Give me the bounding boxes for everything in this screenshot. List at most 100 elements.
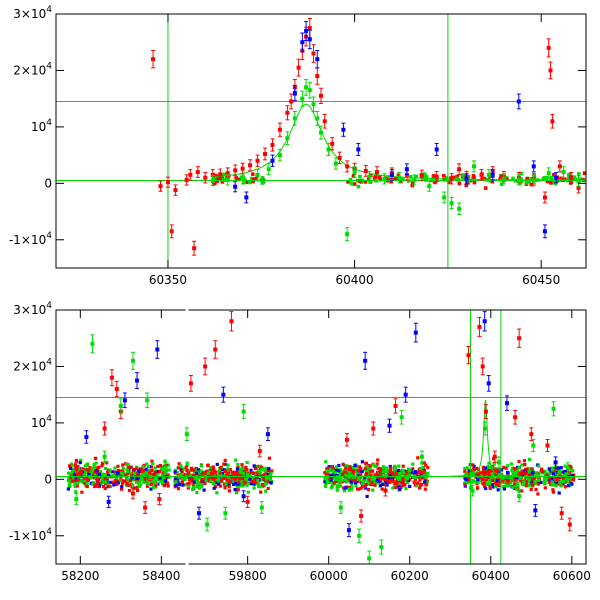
noise-point [558,469,562,473]
data-point [413,322,418,343]
noise-point [491,477,495,481]
noise-point [397,464,401,468]
noise-point [515,481,519,485]
data-point [337,151,342,165]
noise-point [187,478,192,482]
noise-point [360,460,364,464]
noise-point [107,484,111,488]
data-point [531,160,536,173]
noise-point [411,181,415,185]
noise-point [80,490,84,494]
data-point [492,450,497,463]
data-point [531,438,536,452]
noise-point [232,482,236,486]
noise-point [95,469,99,473]
data-point [434,142,439,156]
data-point [371,421,376,436]
noise-point [329,486,333,490]
noise-point [268,477,272,481]
noise-point [479,471,483,475]
noise-point [165,481,169,486]
noise-point [501,485,505,489]
noise-point [570,482,574,486]
x-tick-label: 60400 [472,569,510,583]
noise-point [389,479,393,483]
noise-point [364,482,368,487]
noise-point [81,480,85,484]
noise-point [81,470,85,474]
noise-point [564,478,569,482]
noise-point [206,471,210,475]
noise-point [206,469,210,473]
noise-point [230,480,235,484]
noise-point [515,487,519,491]
data-point [434,170,439,183]
y-tick-label: 0 [44,176,52,190]
noise-point [517,466,521,470]
noise-point [377,479,381,483]
noise-point [338,476,342,481]
data-point [567,517,572,532]
noise-point [555,477,559,482]
data-point [157,493,162,506]
noise-point [547,472,551,476]
data-point [145,392,150,409]
noise-point [174,480,178,484]
noise-point [327,465,331,469]
noise-point [93,483,98,487]
noise-point [156,471,160,476]
noise-point [539,480,543,484]
noise-point [224,470,228,474]
noise-point [527,470,531,474]
noise-point [466,174,471,179]
noise-point [551,173,556,177]
noise-point [494,472,498,476]
noise-point [108,468,112,472]
noise-point [204,471,208,475]
noise-point [460,173,465,177]
noise-point [383,478,387,482]
noise-point [394,482,398,486]
noise-point [327,469,331,473]
noise-point [533,482,537,486]
data-point [545,438,550,452]
noise-point [467,469,471,473]
noise-point [422,461,426,465]
noise-point [152,481,157,485]
noise-point [263,469,267,473]
noise-point [465,481,470,485]
noise-point [177,462,181,466]
noise-point [530,475,534,479]
noise-point [204,478,208,482]
noise-point [220,471,224,475]
noise-point [422,470,426,474]
data-point [457,163,462,176]
top-data-points [151,18,581,256]
data-point [244,191,249,204]
noise-point [177,483,181,487]
noise-point [256,478,260,483]
noise-point [252,464,256,468]
noise-point [193,473,197,477]
noise-point [517,471,521,475]
noise-point [93,484,97,489]
noise-point [219,479,224,483]
top-panel: 60350 60400 60450 -1×104 0 104 2×104 3×104 [9,5,587,287]
noise-point [350,486,354,490]
noise-point [476,478,480,482]
noise-point [71,476,75,480]
data-point [363,165,368,177]
noise-point [513,478,517,482]
data-point [449,197,454,210]
noise-point [413,482,418,486]
top-plot-area [56,14,586,268]
noise-point [488,465,493,470]
noise-point [550,468,554,472]
noise-point [69,476,73,480]
data-point [470,484,475,497]
noise-point [114,470,118,474]
noise-point [126,469,130,473]
data-point [330,137,335,151]
noise-point [215,462,219,466]
noise-point [483,186,488,190]
